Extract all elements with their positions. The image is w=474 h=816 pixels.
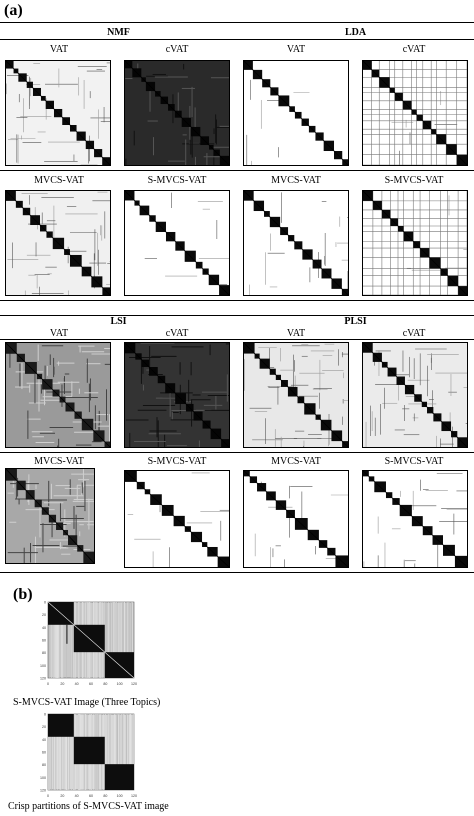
y-tick-label: 20 (42, 725, 46, 729)
x-tick-label: 40 (75, 794, 79, 798)
lsi-s-mvcs-vat-image (124, 470, 230, 568)
caption-three-topics: S-MVCS-VAT Image (Three Topics) (13, 697, 161, 708)
block2-top-rule (0, 315, 474, 316)
y-tick-label: 40 (42, 626, 46, 630)
nmf-vat-image (5, 60, 111, 166)
y-tick-label: 80 (42, 651, 46, 655)
x-tick-label: 0 (47, 682, 49, 686)
y-tick-label: 120 (40, 677, 46, 681)
block2-bottom-rule (0, 572, 474, 573)
block2-header-rule (0, 339, 474, 340)
y-tick-label: 20 (42, 613, 46, 617)
plsi-vat-image (243, 342, 349, 448)
block1-top-rule (0, 22, 474, 23)
x-tick-label: 0 (47, 794, 49, 798)
label-lda-vat: VAT (286, 44, 306, 55)
x-tick-label: 20 (60, 682, 64, 686)
x-tick-label: 40 (75, 682, 79, 686)
plsi-s-mvcs-vat-image (362, 470, 468, 568)
label-nmf-cvat: cVAT (165, 44, 189, 55)
nmf-cvat-image (124, 60, 230, 166)
x-tick-label: 80 (103, 794, 107, 798)
x-tick-label: 80 (103, 682, 107, 686)
plsi-mvcs-vat-image (243, 470, 349, 568)
y-tick-label: 120 (40, 789, 46, 793)
x-tick-label: 20 (60, 794, 64, 798)
label-plsi-s-mvcs-vat: S-MVCS-VAT (384, 456, 444, 467)
lsi-vat-image (5, 342, 111, 448)
plsi-cvat-image (362, 342, 468, 448)
y-tick-label: 100 (40, 776, 46, 780)
x-tick-label: 120 (131, 682, 137, 686)
lsi-mvcs-vat-image (5, 468, 95, 564)
block2-mid-rule (0, 452, 474, 453)
label-nmf-vat: VAT (49, 44, 69, 55)
three-topics-figure: 0 20 40 60 80 100 120 0 20 40 60 80 100 120 (30, 598, 140, 690)
caption-crisp-partitions: Crisp partitions of S-MVCS-VAT image (8, 801, 169, 812)
y-tick-label: 60 (42, 639, 46, 643)
label-lsi-cvat: cVAT (165, 328, 189, 339)
label-lsi-s-mvcs-vat: S-MVCS-VAT (147, 456, 207, 467)
x-tick-label: 100 (117, 794, 123, 798)
label-plsi-cvat: cVAT (402, 328, 426, 339)
x-tick-label: 60 (89, 794, 93, 798)
y-tick-label: 100 (40, 664, 46, 668)
label-lda-s-mvcs-vat: S-MVCS-VAT (384, 175, 444, 186)
x-tick-label: 100 (117, 682, 123, 686)
group-title-plsi: PLSI (344, 316, 367, 327)
panel-b-label: (b) (13, 586, 33, 603)
y-tick-label: 0 (44, 601, 46, 605)
block1-mid-rule (0, 170, 474, 171)
y-tick-label: 80 (42, 763, 46, 767)
label-nmf-s-mvcs-vat: S-MVCS-VAT (147, 175, 207, 186)
nmf-s-mvcs-vat-image (124, 190, 230, 296)
label-lda-mvcs-vat: MVCS-VAT (271, 175, 321, 186)
crisp-partitions-figure: 0 20 40 60 80 100 120 0 20 40 60 80 100 120 (30, 710, 140, 802)
x-tick-label: 120 (131, 794, 137, 798)
group-title-lda: LDA (344, 27, 367, 38)
nmf-mvcs-vat-image (5, 190, 111, 296)
y-tick-label: 60 (42, 751, 46, 755)
lda-mvcs-vat-image (243, 190, 349, 296)
label-plsi-mvcs-vat: MVCS-VAT (271, 456, 321, 467)
label-lsi-mvcs-vat: MVCS-VAT (34, 456, 84, 467)
label-lda-cvat: cVAT (402, 44, 426, 55)
block1-bottom-rule (0, 300, 474, 301)
block1-header-rule (0, 39, 474, 40)
lsi-cvat-image (124, 342, 230, 448)
label-nmf-mvcs-vat: MVCS-VAT (34, 175, 84, 186)
y-tick-label: 0 (44, 713, 46, 717)
group-title-nmf: NMF (107, 27, 130, 38)
label-plsi-vat: VAT (286, 328, 306, 339)
lda-cvat-image (362, 60, 468, 166)
panel-a-label: (a) (4, 2, 23, 19)
y-tick-label: 40 (42, 738, 46, 742)
lda-vat-image (243, 60, 349, 166)
lda-s-mvcs-vat-image (362, 190, 468, 296)
x-tick-label: 60 (89, 682, 93, 686)
group-title-lsi: LSI (110, 316, 127, 327)
label-lsi-vat: VAT (49, 328, 69, 339)
